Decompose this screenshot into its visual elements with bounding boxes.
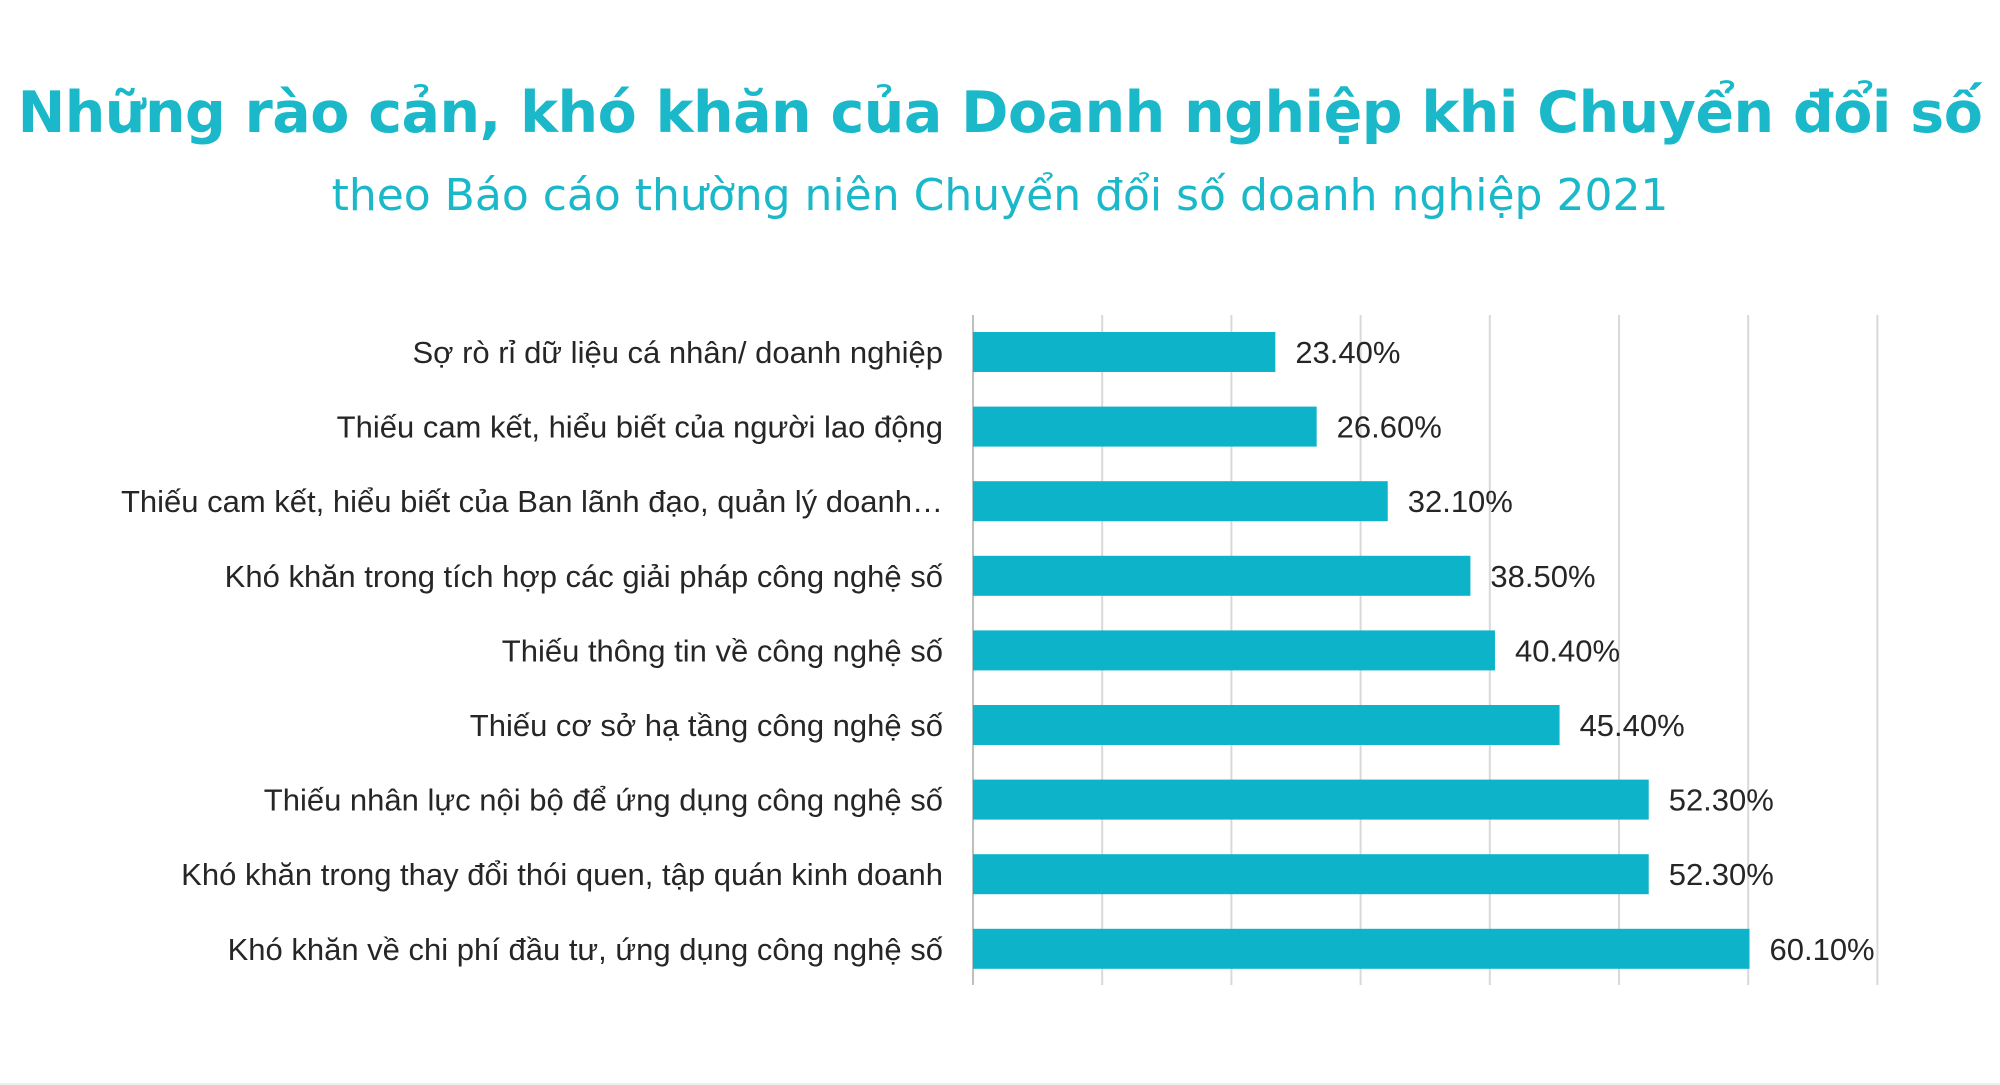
data-label: 38.50% [1490, 559, 1595, 594]
data-label: 52.30% [1669, 783, 1774, 818]
bar [973, 705, 1560, 745]
bar [973, 406, 1317, 447]
bar [973, 854, 1649, 895]
category-label: Thiếu cam kết, hiểu biết của người lao đ… [337, 410, 943, 445]
category-label: Thiếu thông tin về công nghệ số [502, 633, 943, 668]
bar [973, 630, 1495, 671]
data-label: 52.30% [1669, 857, 1774, 892]
category-label: Sợ rò rỉ dữ liệu cá nhân/ doanh nghiệp [412, 335, 943, 370]
bar [973, 481, 1388, 522]
category-label: Thiếu nhân lực nội bộ để ứng dụng công n… [264, 783, 943, 818]
data-label: 60.10% [1769, 932, 1874, 967]
data-label: 23.40% [1295, 335, 1400, 370]
bar [973, 555, 1471, 596]
category-label: Thiếu cơ sở hạ tầng công nghệ số [470, 708, 943, 743]
bar [973, 779, 1649, 820]
chart-title: Những rào cản, khó khăn của Doanh nghiệp… [17, 80, 1983, 146]
data-label: 32.10% [1408, 484, 1513, 519]
category-label: Khó khăn về chi phí đầu tư, ứng dụng côn… [228, 932, 943, 967]
category-label: Khó khăn trong thay đổi thói quen, tập q… [181, 857, 943, 892]
category-label: Thiếu cam kết, hiểu biết của Ban lãnh đạ… [121, 484, 943, 519]
footer-divider [0, 1083, 2000, 1085]
category-label: Khó khăn trong tích hợp các giải pháp cô… [225, 559, 943, 594]
data-label: 40.40% [1515, 633, 1620, 668]
data-label: 26.60% [1337, 410, 1442, 445]
data-label: 45.40% [1580, 708, 1685, 743]
bar [973, 332, 1276, 372]
chart-subtitle: theo Báo cáo thường niên Chuyển đổi số d… [331, 170, 1669, 221]
bar [973, 928, 1750, 969]
